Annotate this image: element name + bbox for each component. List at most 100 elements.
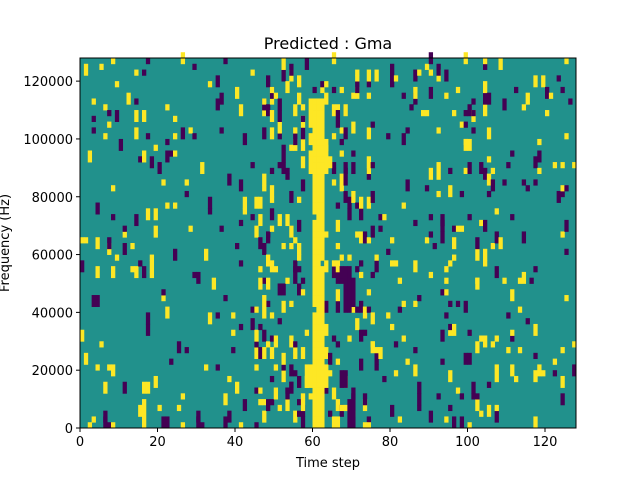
heatmap-cell [297,219,302,232]
heatmap-cell [316,225,321,232]
heatmap-cell [459,393,465,400]
heatmap-cell [312,283,317,290]
heatmap-cell [374,69,379,82]
heatmap-cell [572,162,577,169]
heatmap-cell [142,399,147,429]
heatmap-cell [316,347,321,354]
heatmap-cell [254,341,259,348]
heatmap-cell [215,364,220,371]
heatmap-cell [312,271,317,279]
heatmap-cell [533,156,538,169]
heatmap-cell [517,306,523,313]
heatmap-cell [103,381,108,394]
heatmap-cell [452,254,457,261]
heatmap-cell [204,364,209,371]
heatmap-cell [122,381,127,394]
heatmap-cell [149,254,155,261]
heatmap-cell [370,190,375,203]
heatmap-cell [320,323,325,331]
heatmap-cell [362,422,368,429]
heatmap-cell [300,399,306,412]
heatmap-cell [560,231,565,238]
heatmap-cell [254,422,259,429]
heatmap-cell [517,347,523,354]
heatmap-cell [227,375,232,383]
heatmap-cell [262,347,267,360]
heatmap-cell [312,86,317,94]
heatmap-cell [374,260,379,273]
heatmap-cell [320,190,325,198]
heatmap-cell [498,237,503,250]
heatmap-cell [145,312,151,325]
heatmap-cell [145,381,151,394]
heatmap-cell [316,300,321,307]
heatmap-cell [347,208,352,221]
heatmap-cell [413,219,418,227]
heatmap-cell [347,266,352,313]
heatmap-cell [83,237,89,244]
heatmap-cell [316,231,321,238]
heatmap-cell [316,162,321,169]
heatmap-cell [176,404,182,412]
heatmap-cell [312,370,317,377]
heatmap-cell [359,358,364,371]
heatmap-cell [320,352,325,360]
heatmap-cell [316,364,321,371]
heatmap-cell [277,283,282,296]
heatmap-cell [316,375,321,383]
heatmap-cell [386,133,391,140]
heatmap-cell [331,266,337,279]
heatmap-cell [231,312,236,319]
heatmap-cell [424,110,430,117]
heatmap-cell [312,352,317,360]
heatmap-cell [568,98,573,105]
heatmap-cell [281,150,286,163]
heatmap-cell [537,150,542,163]
heatmap-cell [157,404,162,412]
heatmap-cell [173,248,178,261]
heatmap-cell [421,110,426,117]
heatmap-cell [142,381,147,394]
heatmap-cell [173,150,178,157]
heatmap-cell [312,358,317,365]
heatmap-cell [483,58,488,65]
heatmap-cell [316,179,321,186]
heatmap-cell [483,104,488,117]
heatmap-cell [560,190,565,198]
heatmap-cell [320,318,325,325]
heatmap-cell [269,196,275,203]
heatmap-cell [533,323,538,336]
heatmap-cell [153,144,158,151]
heatmap-cell [293,341,298,348]
heatmap-cell [184,179,189,186]
heatmap-cell [134,110,139,122]
heatmap-cell [560,162,565,169]
heatmap-cell [312,375,317,383]
heatmap-cell [483,260,488,267]
heatmap-cell [165,416,170,429]
heatmap-cell [428,410,434,423]
heatmap-cell [312,416,317,423]
heatmap-cell [459,190,465,198]
heatmap-cell [393,75,399,82]
heatmap-cell [254,387,259,394]
heatmap-cell [223,58,228,65]
heatmap-cell [479,162,484,175]
heatmap-cell [312,138,317,146]
heatmap-cell [304,329,310,336]
heatmap-cell [343,162,348,169]
heatmap-cell [312,248,317,255]
heatmap-cell [359,271,364,279]
heatmap-cell [312,335,317,342]
heatmap-cell [366,306,372,313]
heatmap-cell [312,277,317,284]
heatmap-cell [266,254,271,267]
heatmap-cell [192,63,197,70]
heatmap-cell [169,150,174,157]
heatmap-cell [254,196,259,209]
heatmap-cell [328,352,333,365]
heatmap-cell [281,58,286,70]
heatmap-cell [111,214,116,221]
heatmap-cell [374,352,379,365]
heatmap-cell [560,393,565,406]
